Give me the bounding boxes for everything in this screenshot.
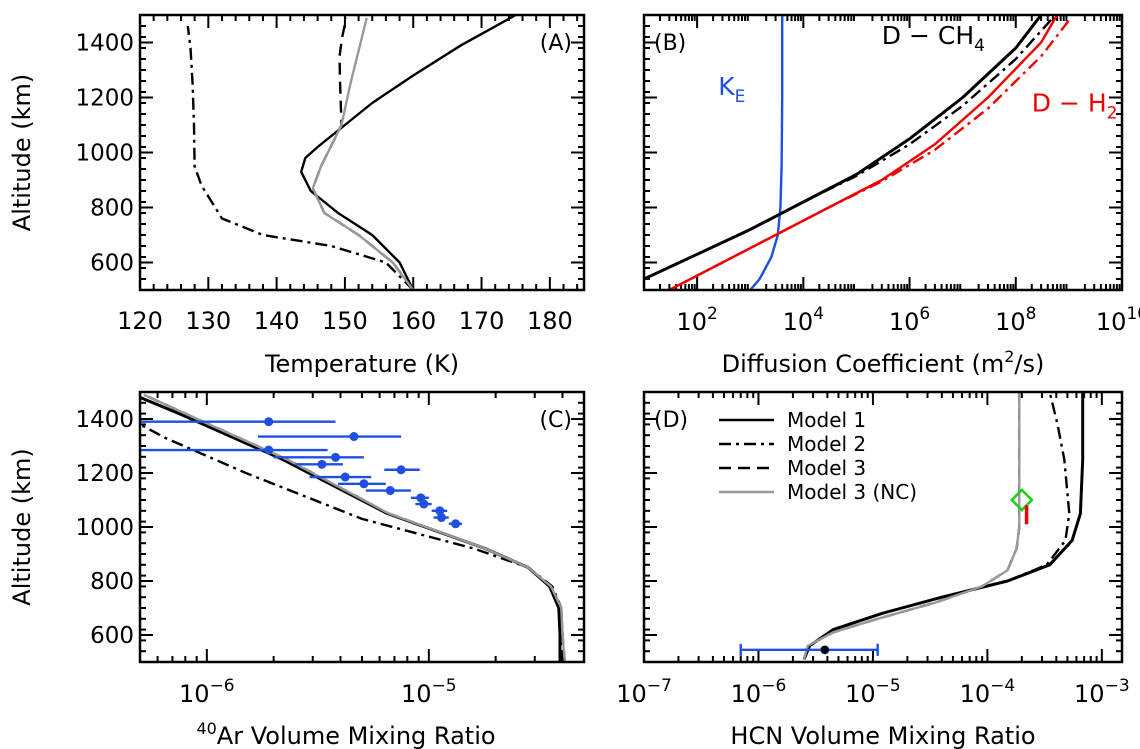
series-group: [186, 15, 517, 290]
legend-label: Model 2: [787, 432, 866, 456]
y-tick-label: 1400: [75, 407, 134, 433]
y-tick-label: 1200: [75, 86, 134, 112]
x-axis-label: 40Ar Volume Mixing Ratio: [196, 719, 495, 749]
panel-label: (B): [654, 31, 686, 56]
minor-ticks: [644, 14, 1122, 291]
x-tick-label: 10−3: [1074, 676, 1130, 708]
y-tick-label: 1400: [75, 31, 134, 57]
plot-frame: [138, 13, 586, 292]
data-point: [264, 445, 274, 455]
legend-label: Model 1: [787, 408, 866, 432]
series-line: [802, 392, 1071, 660]
x-tick-label: 10−6: [731, 676, 787, 708]
data-point: [331, 452, 341, 462]
panel-a: 120 130 140 150 160 170 180 600 800 1000 1200 1400 (…: [8, 13, 586, 378]
legend-label: Model 3 (NC): [787, 480, 917, 504]
series-line: [668, 19, 1070, 290]
series-line: [311, 17, 415, 290]
series-line: [186, 25, 415, 290]
x-tick-label: 10−7: [616, 676, 672, 708]
x-tick-label: 102: [676, 304, 717, 336]
data-point: [436, 513, 446, 523]
minor-ticks: [644, 391, 1122, 663]
series-group: [140, 393, 567, 662]
data-point: [419, 499, 429, 509]
data-point: [396, 465, 406, 475]
series-line: [300, 15, 517, 290]
x-tick-label: 106: [889, 304, 930, 336]
panel-b: 102 104 106 108 1010 (B) Diffusion Coefficient…: [642, 13, 1140, 378]
y-tick-label: 1200: [75, 461, 134, 487]
x-tick-label: 170: [459, 307, 505, 335]
series-group: [739, 392, 1085, 660]
x-tick-label: 130: [185, 307, 231, 335]
x-tick-label: 10−5: [845, 676, 901, 708]
panel-label: (D): [654, 408, 688, 433]
y-tick-label: 800: [90, 569, 134, 595]
y-axis-label: Altitude (km): [8, 74, 36, 231]
x-tick-label: 150: [322, 307, 368, 335]
x-tick-label: 10−5: [401, 676, 457, 708]
y-axis-label: Altitude (km): [8, 448, 36, 605]
plot-frame: [138, 390, 586, 664]
series-line: [749, 15, 784, 290]
legend-label: Model 3: [787, 456, 866, 480]
series-line: [802, 392, 1021, 660]
series-line: [644, 16, 1054, 281]
curve-annotation: KE: [718, 72, 745, 107]
x-tick-label: 10−4: [960, 676, 1016, 708]
panel-label: (A): [540, 31, 572, 56]
data-point: [317, 459, 327, 469]
x-tick-label: 140: [254, 307, 300, 335]
curve-annotation: D − H2: [1032, 88, 1118, 123]
x-tick-label: 120: [117, 307, 163, 335]
y-tick-label: 1000: [75, 515, 134, 541]
plot-frame: [642, 390, 1124, 664]
x-axis-label: Diffusion Coefficient (m2/s): [722, 347, 1045, 378]
curve-annotation: D − CH4: [882, 21, 985, 56]
series-line: [140, 423, 564, 662]
minor-ticks: [140, 14, 584, 291]
panel-d: 10−7 10−6 10−5 10−4 10−3 (D) HCN Volume Mixing…: [616, 390, 1130, 749]
data-point: [451, 519, 461, 529]
minor-ticks: [140, 391, 584, 663]
x-axis-label: HCN Volume Mixing Ratio: [730, 722, 1035, 749]
series-line: [668, 15, 1059, 290]
x-axis-label: Temperature (K): [264, 350, 459, 378]
x-tick-label: 1010: [1096, 304, 1140, 336]
data-point: [349, 432, 359, 442]
data-point: [264, 417, 274, 427]
data-point: [359, 479, 369, 489]
x-tick-label: 10−6: [179, 676, 235, 708]
x-tick-label: 160: [390, 307, 436, 335]
x-tick-label: 104: [783, 304, 824, 336]
y-tick-label: 600: [90, 623, 134, 649]
x-tick-label: 108: [995, 304, 1036, 336]
panel-c: 10−6 10−5 600 800 1000 1200 1400 (C) 40Ar Volume…: [8, 390, 586, 749]
x-tick-label: 180: [527, 307, 573, 335]
data-point: [385, 486, 395, 496]
data-point: [340, 472, 350, 482]
plot-frame: [642, 13, 1124, 292]
series-group: [644, 15, 1070, 290]
series-line: [143, 393, 567, 662]
y-tick-label: 1000: [75, 141, 134, 167]
y-tick-label: 600: [90, 251, 134, 277]
data-point: [820, 645, 829, 654]
panel-label: (C): [539, 408, 572, 433]
data-point: [435, 506, 445, 516]
y-tick-label: 800: [90, 196, 134, 222]
diamond-marker: [1010, 488, 1034, 512]
